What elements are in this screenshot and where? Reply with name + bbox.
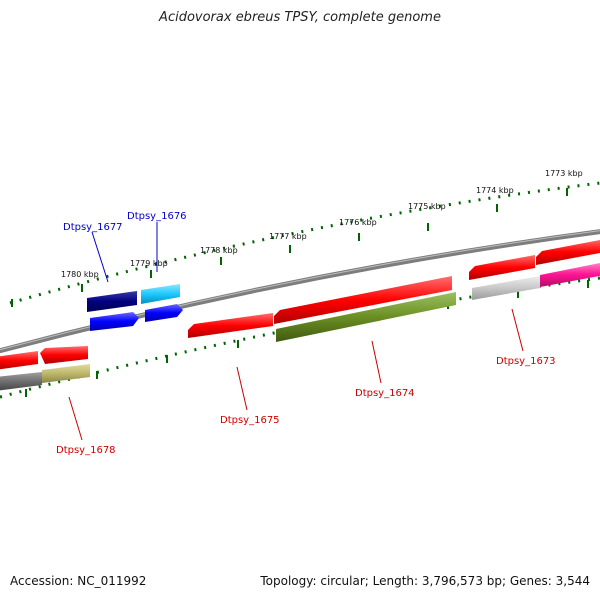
callout-line [371, 340, 382, 384]
kbp-label: 1780 kbp [61, 270, 99, 279]
track-bar[interactable] [0, 372, 42, 391]
accession-text: Accession: NC_011992 [10, 574, 147, 588]
gene-label-dtpsy-1673[interactable]: Dtpsy_1673 [496, 356, 556, 367]
gene-label-dtpsy-1676[interactable]: Dtpsy_1676 [127, 211, 187, 222]
callout-line [91, 231, 109, 283]
kbp-label: 1779 kbp [130, 259, 168, 268]
gene-arrow-dtpsy-1677[interactable] [87, 291, 137, 312]
genome-backbone [0, 229, 600, 354]
kbp-label: 1777 kbp [269, 232, 307, 241]
gene-arrow-dtpsy-1676[interactable] [141, 284, 180, 304]
kbp-label: 1776 kbp [339, 218, 377, 227]
gene-arrow[interactable] [536, 239, 600, 265]
gene-arrow[interactable] [0, 351, 38, 370]
gene-arrow-dtpsy-1675[interactable] [188, 313, 273, 338]
gene-label-dtpsy-1675[interactable]: Dtpsy_1675 [220, 415, 280, 426]
gene-label-dtpsy-1678[interactable]: Dtpsy_1678 [56, 445, 116, 456]
track-bar-dtpsy-1674[interactable] [276, 292, 456, 342]
kbp-label: 1774 kbp [476, 186, 514, 195]
map-title: Acidovorax ebreus TPSY, complete genome [159, 10, 441, 25]
callout-line [511, 308, 524, 352]
ruler-outer [9, 181, 600, 305]
track-bar[interactable] [42, 364, 90, 383]
callout-line [236, 366, 248, 411]
kbp-label: 1775 kbp [408, 202, 446, 211]
kbp-label: 1778 kbp [200, 246, 238, 255]
ruler-inner [0, 276, 600, 399]
gene-arrow[interactable] [40, 346, 88, 364]
gene-arrow-dtpsy-1674[interactable] [274, 276, 452, 324]
track-bar-dtpsy-1673[interactable] [472, 276, 540, 300]
callout-line [68, 396, 83, 441]
genome-backbone-highlight [0, 230, 600, 351]
gene-label-dtpsy-1674[interactable]: Dtpsy_1674 [355, 388, 415, 399]
gene-arrow[interactable] [145, 304, 183, 322]
topology-text: Topology: circular; Length: 3,796,573 bp… [260, 574, 590, 588]
gene-arrow[interactable] [90, 312, 139, 331]
kbp-label: 1773 kbp [545, 169, 583, 178]
gene-label-dtpsy-1677[interactable]: Dtpsy_1677 [63, 222, 123, 233]
gene-arrow-dtpsy-1673[interactable] [469, 255, 535, 280]
track-bar[interactable] [540, 262, 600, 287]
